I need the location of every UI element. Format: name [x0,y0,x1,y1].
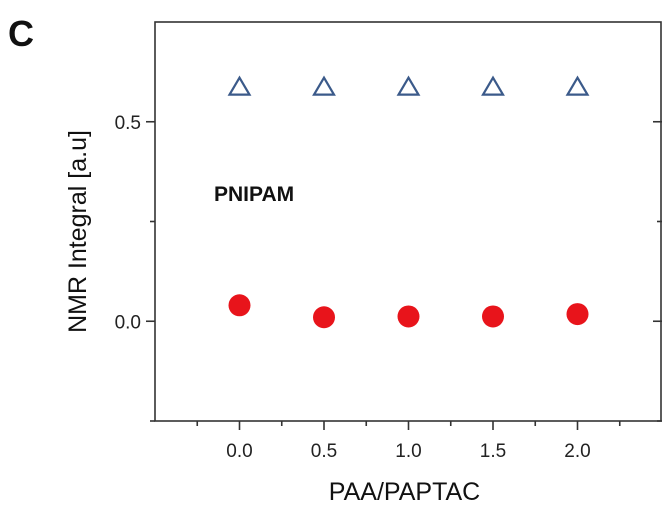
y-axis: 0.0 0.5 [115,113,662,422]
x-tick-label: 0.5 [311,441,337,462]
annotation-pnipam: PNIPAM [214,183,294,206]
x-tick-label: 1.0 [395,441,421,462]
x-tick-label: 1.5 [480,441,506,462]
x-tick-label: 0.0 [226,441,252,462]
data-point-triangle [565,75,590,96]
data-point-circle [482,305,504,328]
data-point-circle [397,305,420,328]
data-point-circle [566,303,589,326]
series-layer [227,75,590,329]
y-tick-label: 0.0 [115,312,141,333]
panel-letter: C [8,13,34,54]
x-axis-label: PAA/PAPTAC [329,478,480,506]
x-axis: 0.0 0.5 1.0 1.5 2.0 [196,421,621,462]
data-point-triangle [312,75,336,96]
data-point-triangle [481,75,505,96]
data-point-triangle [227,75,252,96]
data-point-circle [313,306,335,329]
data-point-circle [228,294,251,317]
y-axis-label: NMR Integral [a.u] [64,130,92,333]
data-point-triangle [396,75,421,96]
y-tick-label: 0.5 [115,113,141,134]
x-tick-label: 2.0 [564,441,590,462]
plot-frame [154,21,662,422]
